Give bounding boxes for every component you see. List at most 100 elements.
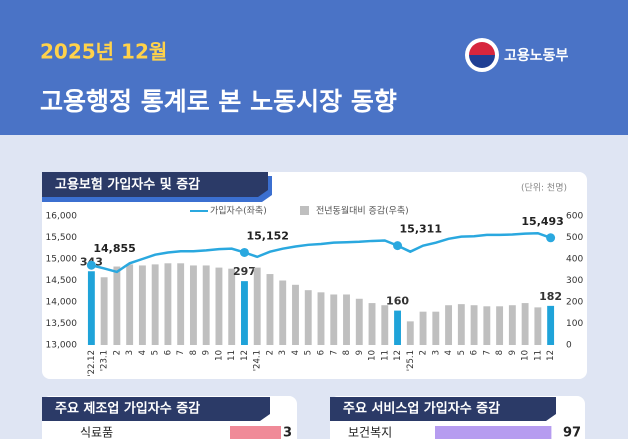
bar (521, 303, 529, 345)
legend-swatch (300, 206, 309, 215)
bar (534, 307, 542, 345)
bar (406, 321, 414, 345)
line-value-label: 15,493 (521, 215, 563, 228)
line-marker (546, 233, 556, 243)
card-tab (42, 172, 268, 197)
x-tick-label: 12 (546, 350, 556, 361)
x-tick-label: 7 (482, 350, 492, 355)
bar (253, 267, 261, 345)
bar (368, 303, 376, 345)
bar (432, 311, 440, 345)
x-tick-label: 9 (508, 350, 518, 355)
x-tick-label: 12 (240, 350, 250, 361)
chart-title: 주요 서비스업 가입자수 증감 (343, 402, 500, 417)
x-tick-label: 8 (495, 350, 505, 355)
x-tick-label: 5 (457, 350, 467, 355)
bar (355, 298, 363, 345)
bar-value-label: 160 (386, 295, 409, 308)
bar (177, 263, 185, 345)
bar (445, 305, 453, 345)
bar (508, 305, 516, 345)
x-tick-label: 5 (151, 350, 161, 355)
legend-label: 가입자수(좌축) (210, 205, 267, 217)
bar (151, 264, 159, 345)
x-tick-label: 4 (291, 350, 301, 355)
x-tick-label: 11 (227, 350, 237, 361)
bar-value-label: 182 (539, 290, 562, 303)
bar (228, 268, 236, 345)
line-value-label: 15,152 (246, 229, 288, 242)
x-tick-label: 8 (342, 350, 352, 355)
category-label: 식료품 (80, 426, 113, 439)
line-value-label: 15,311 (400, 223, 442, 236)
line-marker (239, 247, 249, 257)
category-label: 보건복지 (348, 426, 392, 439)
bar (164, 263, 172, 345)
card-tab (330, 397, 556, 421)
bar (189, 265, 197, 345)
bar-value-label: 297 (233, 265, 256, 278)
line-value-label: 14,855 (93, 242, 135, 255)
x-tick-label: 12 (393, 350, 403, 361)
bar (241, 281, 248, 345)
report-date: 2025년 12월 (40, 40, 167, 64)
x-tick-label: 11 (533, 350, 543, 361)
bar (100, 277, 108, 345)
bar (343, 294, 350, 345)
x-tick-label: 10 (521, 350, 531, 361)
line-marker (393, 241, 403, 251)
bar (87, 271, 95, 345)
bar (381, 305, 389, 345)
line (91, 231, 552, 274)
bar (113, 266, 121, 345)
bar (435, 426, 552, 439)
x-tick-label: 5 (304, 350, 314, 355)
x-tick-label: 6 (470, 350, 480, 355)
x-tick-label: 3 (278, 350, 288, 355)
chart-title: 주요 제조업 가입자수 증감 (55, 402, 200, 417)
y-tick-label: 15,000 (46, 255, 78, 265)
bar (496, 306, 504, 345)
x-tick-label: 2 (112, 350, 122, 355)
bar (317, 292, 325, 345)
y-tick-label: 15,500 (46, 233, 78, 243)
report-title: 고용행정 통계로 본 노동시장 동향 (40, 87, 397, 116)
bar (266, 274, 274, 345)
x-tick-label: '23.1 (100, 350, 110, 371)
y2-tick-label: 300 (566, 276, 583, 286)
bar (547, 305, 555, 345)
y-tick-label: 14,500 (46, 276, 78, 286)
x-tick-label: 2 (265, 350, 275, 355)
y2-tick-label: 400 (566, 255, 583, 265)
bar (330, 294, 338, 345)
x-tick-label: '24.1 (253, 350, 263, 371)
x-tick-label: 3 (125, 350, 135, 355)
y-tick-label: 16,000 (46, 212, 78, 222)
bar (230, 426, 281, 439)
x-tick-label: 10 (368, 350, 378, 361)
chart-card (42, 172, 587, 379)
bar (126, 264, 134, 345)
card-tab (42, 397, 270, 421)
legend-label: 전년동월대비 증감(우축) (316, 205, 409, 217)
y2-tick-label: 500 (566, 233, 583, 243)
bar (304, 290, 312, 345)
bar (394, 310, 401, 345)
x-tick-label: 11 (380, 350, 390, 361)
bar-value-label: 97 (563, 426, 581, 439)
bar (202, 265, 210, 345)
x-tick-label: 7 (329, 350, 339, 355)
x-tick-label: 10 (214, 350, 224, 361)
x-tick-label: 3 (431, 350, 441, 355)
bar-value-label: 3 (283, 426, 292, 439)
bar (138, 265, 146, 345)
bar (215, 267, 223, 345)
ministry-name: 고용노동부 (504, 48, 569, 64)
header-band (0, 0, 628, 135)
y2-tick-label: 200 (566, 298, 583, 308)
ministry-logo (465, 38, 499, 72)
y2-tick-label: 0 (566, 341, 572, 351)
y-tick-label: 13,500 (46, 319, 78, 329)
